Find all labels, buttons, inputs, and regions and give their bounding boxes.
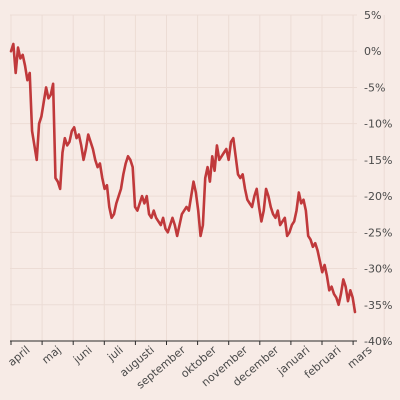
y-tick-label: -40% [364,335,392,348]
y-tick-label: -30% [364,263,392,276]
x-axis-labels: april maj juni juliaugustiseptemberoktobern… [5,343,374,392]
y-tick-label: -5% [364,81,385,94]
y-tick-label: -25% [364,226,392,239]
y-tick-label: -10% [364,118,392,131]
x-tick-label: april [5,343,32,369]
y-tick-label: -35% [364,299,392,312]
series-layer [9,42,357,314]
y-tick-label: 5% [364,9,381,22]
x-tick-label: juli [104,343,125,364]
y-tick-label: 0% [364,45,381,58]
x-axis [10,340,385,345]
x-tick-label: maj [40,343,64,366]
y-axis-labels: 5% 0% -5% -10% -15% -20% -25% -30% -35% -40% [364,9,392,348]
x-tick-label: juni [70,343,94,366]
y-tick-label: -15% [364,154,392,167]
grid [10,14,385,342]
series-line [9,42,357,314]
y-tick-label: -20% [364,190,392,203]
